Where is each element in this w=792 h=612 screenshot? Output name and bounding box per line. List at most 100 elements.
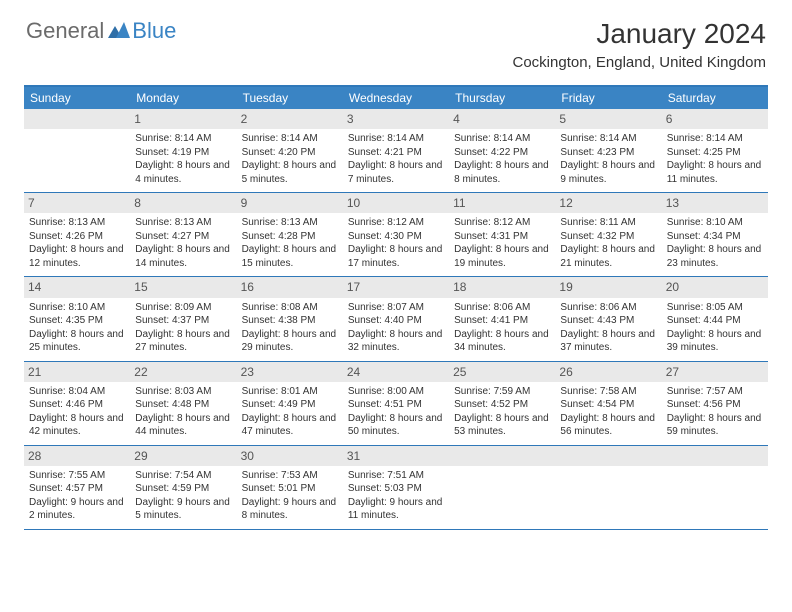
weekday-header: Monday (130, 87, 236, 109)
sunset-line: Sunset: 4:37 PM (135, 314, 231, 328)
day-cell: 2Sunrise: 8:14 AMSunset: 4:20 PMDaylight… (237, 109, 343, 192)
sunset-line: Sunset: 4:48 PM (135, 398, 231, 412)
weekday-header: Thursday (449, 87, 555, 109)
daylight-line: Daylight: 8 hours and 15 minutes. (242, 243, 338, 270)
sunrise-line: Sunrise: 8:12 AM (348, 216, 444, 230)
day-cell: 18Sunrise: 8:06 AMSunset: 4:41 PMDayligh… (449, 277, 555, 360)
weekday-header: Tuesday (237, 87, 343, 109)
daylight-line: Daylight: 8 hours and 7 minutes. (348, 159, 444, 186)
sunrise-line: Sunrise: 8:04 AM (29, 385, 125, 399)
day-cell: 11Sunrise: 8:12 AMSunset: 4:31 PMDayligh… (449, 193, 555, 276)
sunset-line: Sunset: 4:51 PM (348, 398, 444, 412)
day-number: 9 (237, 193, 343, 213)
day-cell: 26Sunrise: 7:58 AMSunset: 4:54 PMDayligh… (555, 362, 661, 445)
sunrise-line: Sunrise: 8:12 AM (454, 216, 550, 230)
daylight-line: Daylight: 8 hours and 32 minutes. (348, 328, 444, 355)
day-number: 1 (130, 109, 236, 129)
day-cell: 16Sunrise: 8:08 AMSunset: 4:38 PMDayligh… (237, 277, 343, 360)
sunrise-line: Sunrise: 8:11 AM (560, 216, 656, 230)
day-cell: 9Sunrise: 8:13 AMSunset: 4:28 PMDaylight… (237, 193, 343, 276)
week-row: 1Sunrise: 8:14 AMSunset: 4:19 PMDaylight… (24, 109, 768, 193)
day-cell: 31Sunrise: 7:51 AMSunset: 5:03 PMDayligh… (343, 446, 449, 529)
day-cell: 19Sunrise: 8:06 AMSunset: 4:43 PMDayligh… (555, 277, 661, 360)
day-cell: 10Sunrise: 8:12 AMSunset: 4:30 PMDayligh… (343, 193, 449, 276)
day-number (555, 446, 661, 466)
day-number: 18 (449, 277, 555, 297)
daylight-line: Daylight: 8 hours and 34 minutes. (454, 328, 550, 355)
sunrise-line: Sunrise: 8:14 AM (348, 132, 444, 146)
daylight-line: Daylight: 8 hours and 25 minutes. (29, 328, 125, 355)
sunrise-line: Sunrise: 7:57 AM (667, 385, 763, 399)
day-cell (24, 109, 130, 192)
day-cell (555, 446, 661, 529)
sunset-line: Sunset: 5:03 PM (348, 482, 444, 496)
day-number: 19 (555, 277, 661, 297)
day-cell: 6Sunrise: 8:14 AMSunset: 4:25 PMDaylight… (662, 109, 768, 192)
header: General Blue January 2024 Cockington, En… (0, 0, 792, 75)
daylight-line: Daylight: 8 hours and 12 minutes. (29, 243, 125, 270)
day-cell: 1Sunrise: 8:14 AMSunset: 4:19 PMDaylight… (130, 109, 236, 192)
day-number: 8 (130, 193, 236, 213)
weekday-header: Sunday (24, 87, 130, 109)
sunrise-line: Sunrise: 8:14 AM (135, 132, 231, 146)
day-number: 17 (343, 277, 449, 297)
logo-text-general: General (26, 18, 104, 44)
daylight-line: Daylight: 8 hours and 4 minutes. (135, 159, 231, 186)
sunrise-line: Sunrise: 8:10 AM (667, 216, 763, 230)
sunrise-line: Sunrise: 8:03 AM (135, 385, 231, 399)
sunrise-line: Sunrise: 7:54 AM (135, 469, 231, 483)
sunset-line: Sunset: 4:41 PM (454, 314, 550, 328)
day-number: 14 (24, 277, 130, 297)
daylight-line: Daylight: 8 hours and 37 minutes. (560, 328, 656, 355)
day-number: 7 (24, 193, 130, 213)
daylight-line: Daylight: 8 hours and 29 minutes. (242, 328, 338, 355)
daylight-line: Daylight: 8 hours and 50 minutes. (348, 412, 444, 439)
daylight-line: Daylight: 8 hours and 19 minutes. (454, 243, 550, 270)
day-cell: 14Sunrise: 8:10 AMSunset: 4:35 PMDayligh… (24, 277, 130, 360)
day-number: 21 (24, 362, 130, 382)
title-block: January 2024 Cockington, England, United… (513, 18, 767, 71)
sunset-line: Sunset: 4:21 PM (348, 146, 444, 160)
sunset-line: Sunset: 5:01 PM (242, 482, 338, 496)
day-cell: 24Sunrise: 8:00 AMSunset: 4:51 PMDayligh… (343, 362, 449, 445)
day-cell: 15Sunrise: 8:09 AMSunset: 4:37 PMDayligh… (130, 277, 236, 360)
day-cell: 12Sunrise: 8:11 AMSunset: 4:32 PMDayligh… (555, 193, 661, 276)
day-number: 5 (555, 109, 661, 129)
weekday-header: Wednesday (343, 87, 449, 109)
sunrise-line: Sunrise: 7:59 AM (454, 385, 550, 399)
week-row: 14Sunrise: 8:10 AMSunset: 4:35 PMDayligh… (24, 277, 768, 361)
day-cell: 4Sunrise: 8:14 AMSunset: 4:22 PMDaylight… (449, 109, 555, 192)
sunset-line: Sunset: 4:49 PM (242, 398, 338, 412)
daylight-line: Daylight: 8 hours and 47 minutes. (242, 412, 338, 439)
sunrise-line: Sunrise: 7:58 AM (560, 385, 656, 399)
day-cell (662, 446, 768, 529)
week-row: 7Sunrise: 8:13 AMSunset: 4:26 PMDaylight… (24, 193, 768, 277)
page-title: January 2024 (513, 18, 767, 50)
daylight-line: Daylight: 8 hours and 39 minutes. (667, 328, 763, 355)
day-number: 4 (449, 109, 555, 129)
sunset-line: Sunset: 4:44 PM (667, 314, 763, 328)
weeks-container: 1Sunrise: 8:14 AMSunset: 4:19 PMDaylight… (24, 109, 768, 530)
sunrise-line: Sunrise: 8:10 AM (29, 301, 125, 315)
sunset-line: Sunset: 4:23 PM (560, 146, 656, 160)
day-number (24, 109, 130, 129)
day-number: 13 (662, 193, 768, 213)
day-number: 10 (343, 193, 449, 213)
daylight-line: Daylight: 9 hours and 2 minutes. (29, 496, 125, 523)
sunrise-line: Sunrise: 8:01 AM (242, 385, 338, 399)
day-number (449, 446, 555, 466)
daylight-line: Daylight: 8 hours and 17 minutes. (348, 243, 444, 270)
day-cell: 7Sunrise: 8:13 AMSunset: 4:26 PMDaylight… (24, 193, 130, 276)
daylight-line: Daylight: 8 hours and 27 minutes. (135, 328, 231, 355)
day-number: 28 (24, 446, 130, 466)
sunrise-line: Sunrise: 8:00 AM (348, 385, 444, 399)
sunset-line: Sunset: 4:57 PM (29, 482, 125, 496)
day-number: 22 (130, 362, 236, 382)
sunset-line: Sunset: 4:28 PM (242, 230, 338, 244)
sunrise-line: Sunrise: 8:08 AM (242, 301, 338, 315)
sunrise-line: Sunrise: 8:14 AM (560, 132, 656, 146)
daylight-line: Daylight: 8 hours and 11 minutes. (667, 159, 763, 186)
day-number: 30 (237, 446, 343, 466)
day-number: 20 (662, 277, 768, 297)
day-cell: 3Sunrise: 8:14 AMSunset: 4:21 PMDaylight… (343, 109, 449, 192)
